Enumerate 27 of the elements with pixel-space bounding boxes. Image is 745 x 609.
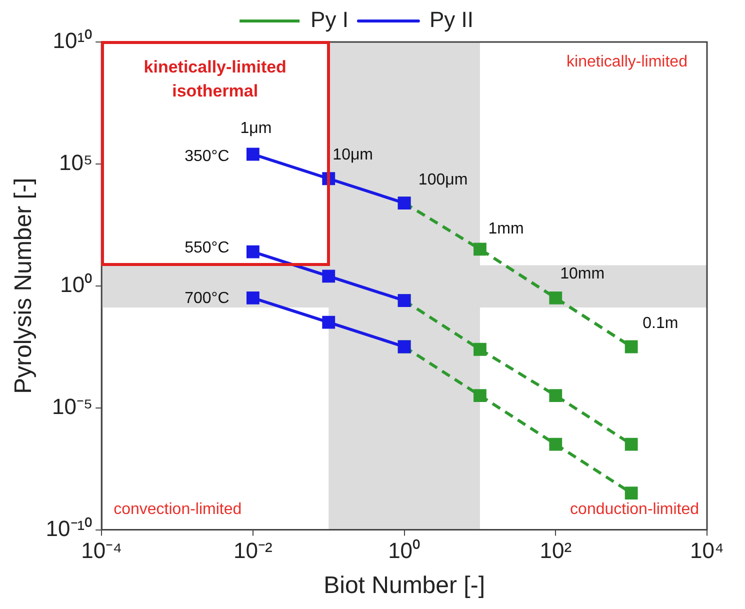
annotation: 350°C (184, 148, 230, 166)
x-tick-label: 10⁻² (234, 538, 272, 564)
annotation: convection-limited (114, 501, 242, 518)
x-tick-label: 10⁴ (690, 538, 724, 564)
annotation: kinetically-limited isothermal (144, 58, 286, 101)
y-tick-label: 10⁻⁵ (52, 394, 93, 419)
x-tick-label: 10⁻⁴ (81, 538, 122, 564)
x-tick-label: 10⁰ (388, 538, 421, 564)
y-axis-title: Pyrolysis Number [-] (10, 178, 38, 394)
legend-label: Py II (429, 7, 474, 32)
x-tick-label: 10² (540, 538, 572, 564)
annotation: conduction-limited (570, 501, 699, 518)
annotation: 10μm (332, 146, 374, 164)
annotation: 1mm (488, 220, 524, 238)
annotation: 10mm (560, 266, 605, 283)
y-tick-label: 10⁵ (59, 150, 93, 176)
y-tick-label: 10⁻¹⁰ (46, 516, 93, 541)
annotation: 0.1m (642, 314, 678, 332)
annotation: 700°C (184, 290, 230, 307)
x-axis-title: Biot Number [-] (324, 572, 485, 600)
annotation: 550°C (184, 239, 230, 256)
y-tick-label: 10⁰ (60, 272, 93, 297)
annotation: 1μm (240, 120, 272, 138)
annotation: kinetically-limited (566, 53, 688, 70)
annotation: 100μm (418, 171, 468, 188)
legend-label: Py I (310, 7, 348, 32)
y-tick-label: 10¹⁰ (52, 28, 93, 54)
